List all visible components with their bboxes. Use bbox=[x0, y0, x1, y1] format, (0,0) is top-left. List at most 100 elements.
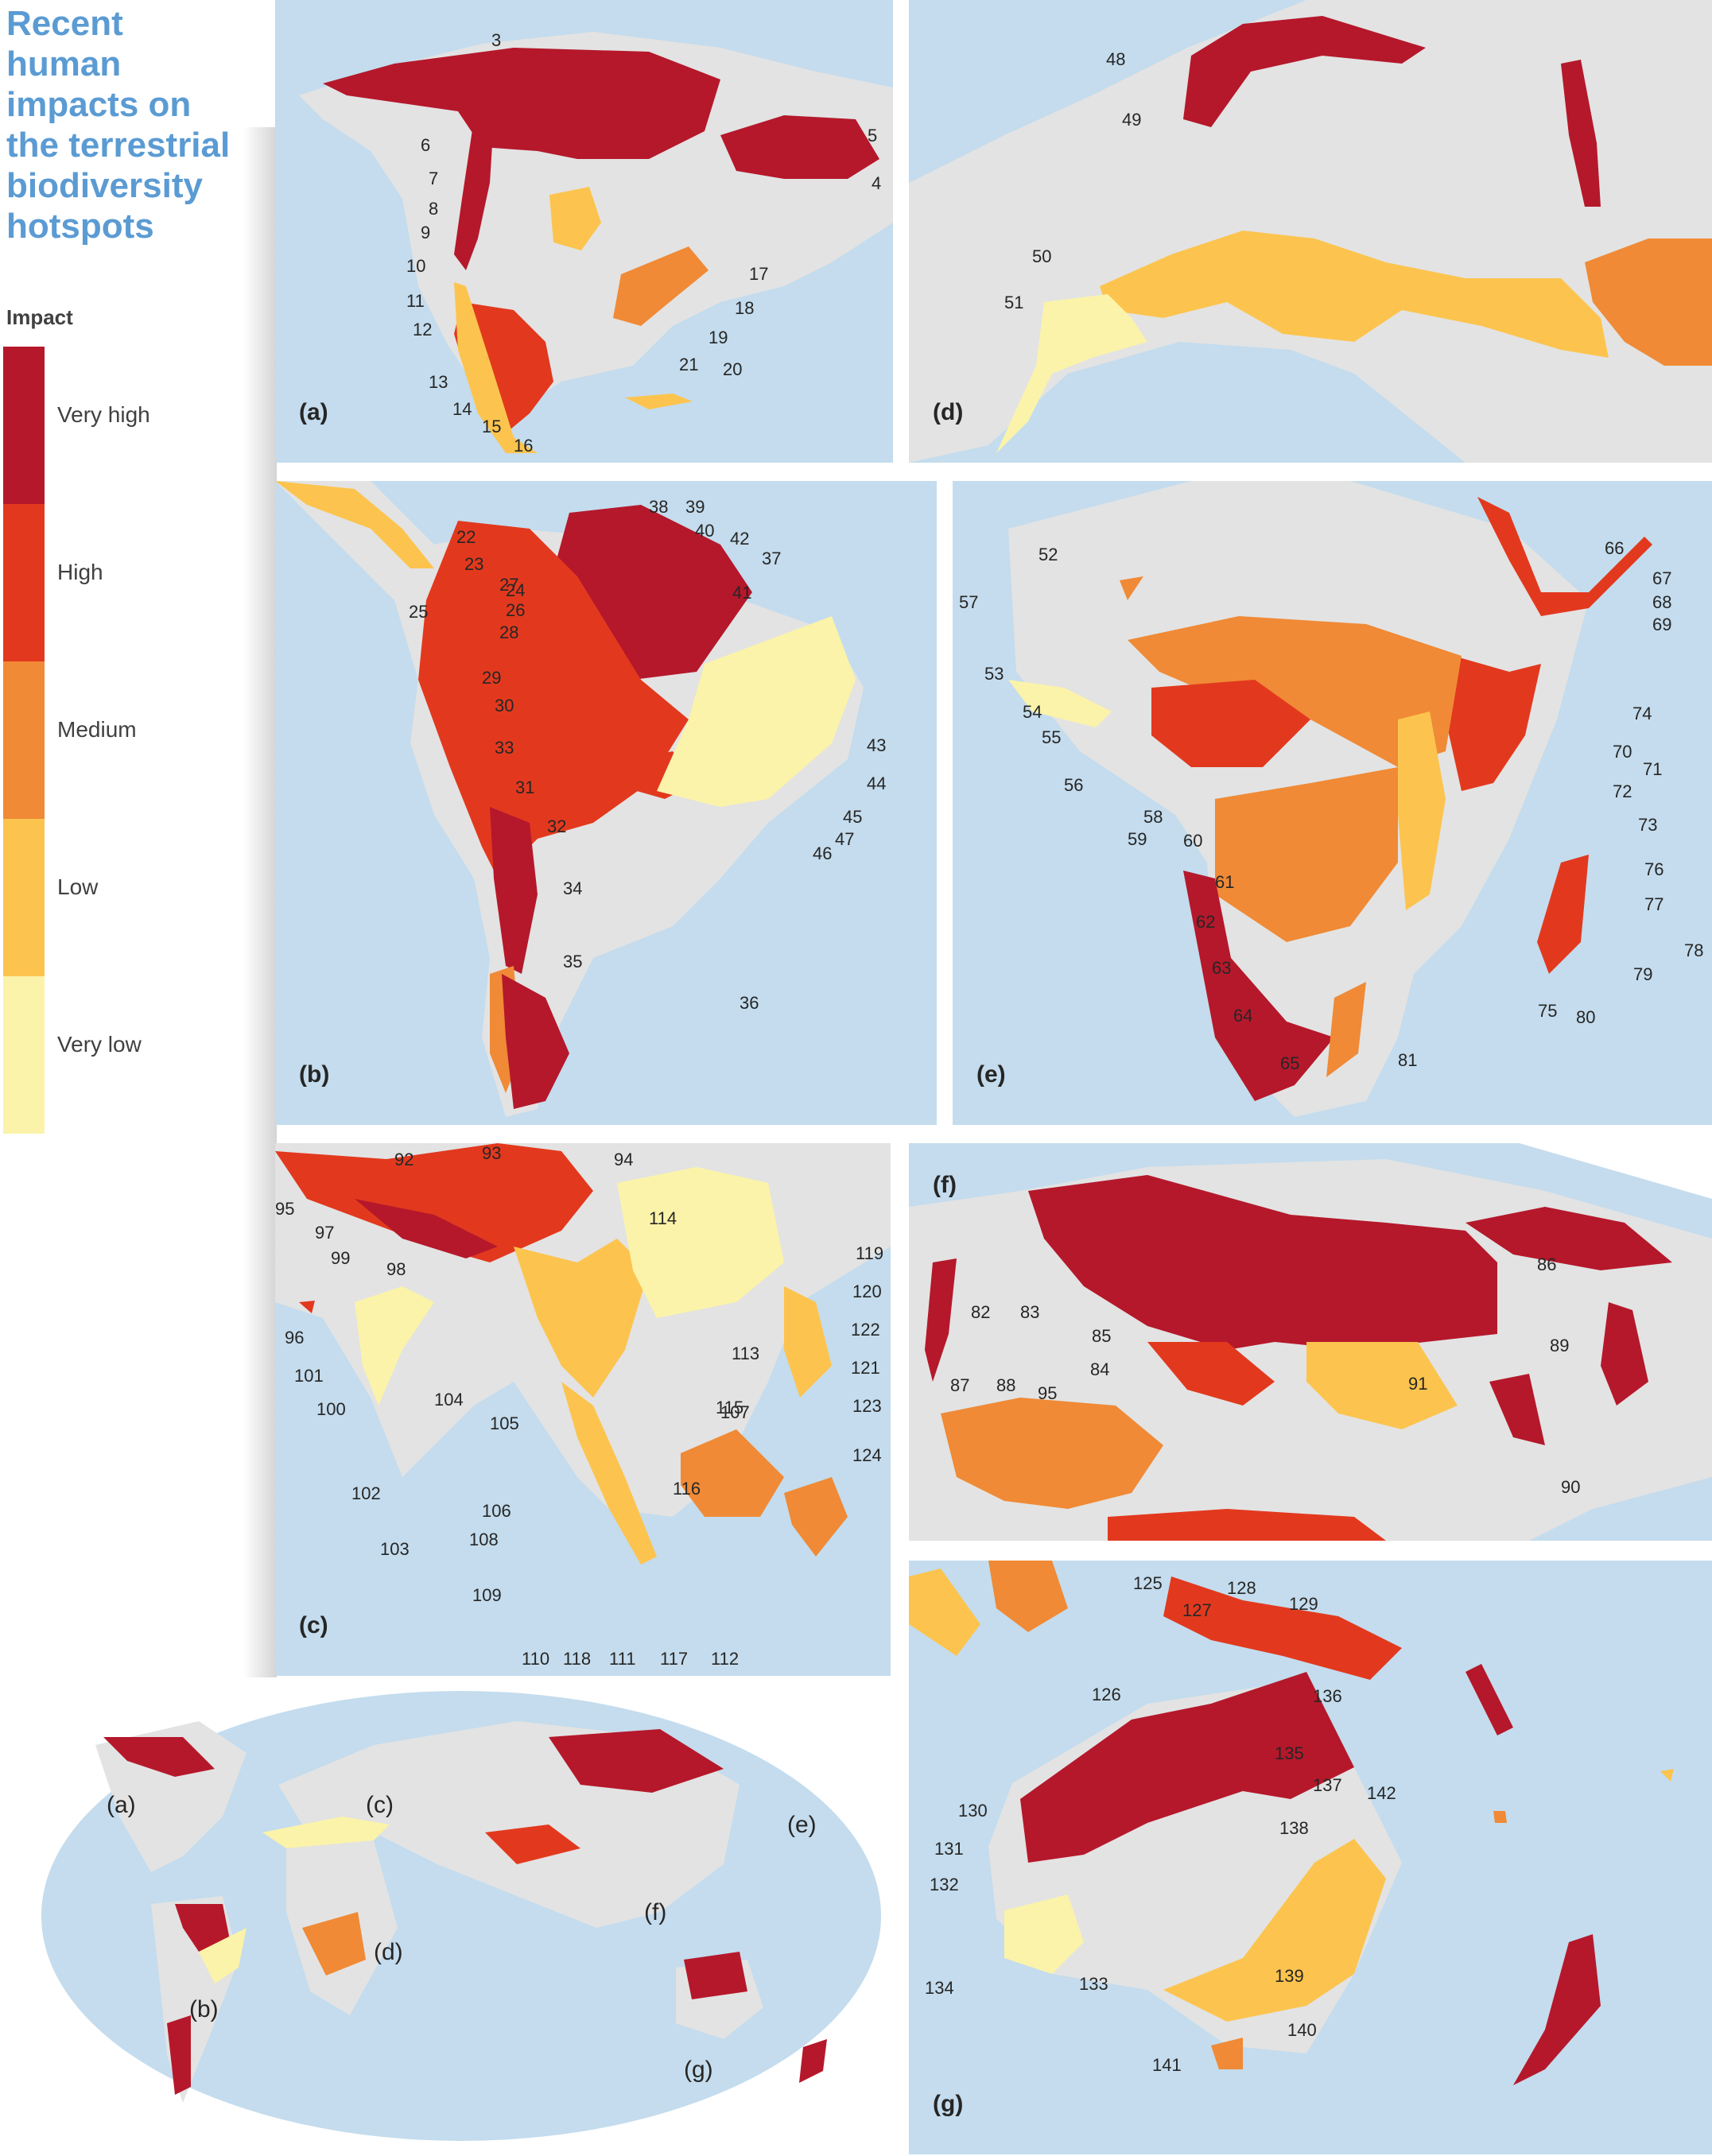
hotspot-number-label: 41 bbox=[732, 583, 751, 603]
hotspot-number-label: 141 bbox=[1152, 2055, 1182, 2075]
hotspot-number-label: 8 bbox=[429, 199, 438, 219]
hotspot-number-label: 26 bbox=[506, 600, 525, 620]
hotspot-number-label: 98 bbox=[386, 1259, 406, 1279]
hotspot-number-label: 63 bbox=[1212, 958, 1231, 978]
hotspot-number-label: 101 bbox=[294, 1366, 324, 1386]
hotspot-81 bbox=[1326, 982, 1366, 1077]
hotspot-number-label: 96 bbox=[285, 1328, 304, 1348]
hotspot-140 bbox=[1163, 1839, 1386, 2022]
hotspot-113-china bbox=[617, 1167, 784, 1318]
hotspot-number-label: 87 bbox=[950, 1375, 969, 1395]
hotspot-number-label: 124 bbox=[852, 1445, 882, 1465]
legend-label: Very high bbox=[57, 402, 150, 427]
hotspot-86-east bbox=[1465, 1207, 1672, 1270]
hotspot-number-label: 11 bbox=[406, 291, 425, 311]
hotspot-116-borneo bbox=[681, 1429, 784, 1517]
hotspot-43-44 bbox=[657, 616, 856, 807]
legend-label: High bbox=[57, 560, 103, 584]
hotspot-number-label: 49 bbox=[1122, 110, 1141, 130]
hotspots-world-e bbox=[549, 1729, 724, 1793]
hotspot-20-21 bbox=[625, 394, 693, 409]
hotspot-sumatra-java bbox=[561, 1382, 657, 1565]
hotspot-number-label: 25 bbox=[409, 602, 428, 622]
hotspot-number-label: 55 bbox=[1042, 727, 1061, 747]
panel-f-map: 83 82 85 84 86 89 87 88 95 91 90 bbox=[909, 1159, 1712, 1541]
legend-item-high: High bbox=[3, 504, 258, 661]
hotspot-number-label: 57 bbox=[959, 592, 978, 612]
hotspot-8 bbox=[549, 187, 601, 250]
hotspot-number-label: 107 bbox=[720, 1402, 750, 1422]
hotspot-141 bbox=[1211, 2038, 1243, 2069]
hotspot-50 bbox=[1100, 231, 1609, 358]
hotspot-number-label: 58 bbox=[1143, 807, 1163, 827]
hotspot-98-99 bbox=[355, 1199, 498, 1258]
hotspot-number-label: 112 bbox=[711, 1649, 739, 1669]
hotspots-world-nz bbox=[799, 2039, 827, 2083]
hotspot-number-label: 75 bbox=[1538, 1001, 1557, 1021]
hotspot-number-label: 130 bbox=[958, 1801, 988, 1821]
hotspot-number-label: 44 bbox=[867, 774, 886, 793]
hotspot-number-label: 69 bbox=[1652, 615, 1671, 634]
hotspot-139-nz bbox=[1513, 1934, 1601, 2085]
hotspot-number-label: 81 bbox=[1398, 1050, 1417, 1070]
hotspot-number-label: 88 bbox=[996, 1375, 1015, 1395]
hotspot-number-label: 135 bbox=[1275, 1743, 1304, 1763]
world-label-b: (b) bbox=[189, 1996, 219, 2022]
hotspot-number-label: 46 bbox=[813, 843, 832, 863]
hotspots-world-f bbox=[485, 1824, 580, 1864]
panel-f-east-asia: 83 82 85 84 86 89 87 88 95 91 90 (f) bbox=[909, 1143, 1712, 1541]
hotspot-number-label: 123 bbox=[852, 1396, 882, 1416]
hotspot-number-label: 7 bbox=[429, 169, 438, 188]
hotspot-58-congo bbox=[1151, 680, 1310, 767]
legend-label: Low bbox=[57, 874, 99, 899]
hotspot-number-label: 14 bbox=[452, 399, 472, 419]
legend-item-very-low: Very low bbox=[3, 976, 258, 1134]
hotspot-number-label: 82 bbox=[971, 1302, 990, 1322]
hotspots-world-b bbox=[175, 1904, 231, 1952]
hotspot-number-label: 89 bbox=[1550, 1336, 1569, 1355]
hotspot-4-5 bbox=[720, 115, 879, 179]
hotspot-number-label: 118 bbox=[563, 1649, 591, 1669]
hotspot-number-label: 12 bbox=[413, 320, 432, 339]
hotspot-17-18 bbox=[613, 246, 708, 326]
hotspot-number-label: 136 bbox=[1313, 1686, 1342, 1706]
hotspot-49-east bbox=[1585, 238, 1712, 366]
hotspot-number-label: 72 bbox=[1613, 781, 1632, 801]
hotspot-madagascar bbox=[1537, 855, 1589, 974]
hotspot-51 bbox=[996, 294, 1147, 453]
hotspot-number-label: 10 bbox=[406, 256, 425, 276]
world-label-c: (c) bbox=[366, 1792, 394, 1818]
hotspot-number-label: 109 bbox=[472, 1585, 502, 1605]
hotspot-number-label: 83 bbox=[1020, 1302, 1039, 1322]
hotspot-number-label: 139 bbox=[1275, 1966, 1304, 1986]
hotspot-130-australia-north bbox=[1020, 1672, 1354, 1863]
hotspot-number-label: 21 bbox=[679, 355, 698, 374]
hotspot-number-label: 60 bbox=[1183, 831, 1202, 851]
hotspot-number-label: 121 bbox=[851, 1358, 880, 1378]
hotspot-number-label: 97 bbox=[315, 1223, 334, 1243]
hotspot-number-label: 33 bbox=[495, 738, 514, 758]
hotspot-number-label: 104 bbox=[434, 1390, 464, 1410]
legend-swatch bbox=[3, 819, 45, 976]
hotspot-number-label: 35 bbox=[563, 952, 582, 971]
panel-e-africa: 52 66 67 68 69 57 53 54 55 56 58 59 60 61 62 63 64 6… bbox=[953, 481, 1712, 1125]
hotspot-57-sahel bbox=[1128, 616, 1462, 767]
legend-label: Medium bbox=[57, 717, 137, 742]
hotspot-number-label: 95 bbox=[275, 1199, 294, 1219]
panel-letter: (a) bbox=[299, 399, 328, 425]
world-label-d: (d) bbox=[374, 1939, 403, 1965]
hotspot-88-95 bbox=[941, 1398, 1163, 1509]
hotspot-100-101 bbox=[355, 1286, 434, 1406]
hotspot-sulawesi-c bbox=[988, 1561, 1068, 1632]
hotspot-number-label: 24 bbox=[506, 580, 525, 600]
hotspot-61-62 bbox=[1215, 767, 1398, 942]
hotspot-number-label: 15 bbox=[482, 417, 501, 436]
hotspot-number-label: 53 bbox=[984, 664, 1004, 684]
hotspot-96 bbox=[299, 1301, 315, 1313]
hotspot-number-label: 36 bbox=[740, 993, 759, 1013]
hotspot-number-label: 70 bbox=[1613, 742, 1632, 762]
hotspot-82 bbox=[925, 1258, 957, 1382]
figure-title: Recent human impacts on the terrestrial … bbox=[6, 4, 231, 246]
